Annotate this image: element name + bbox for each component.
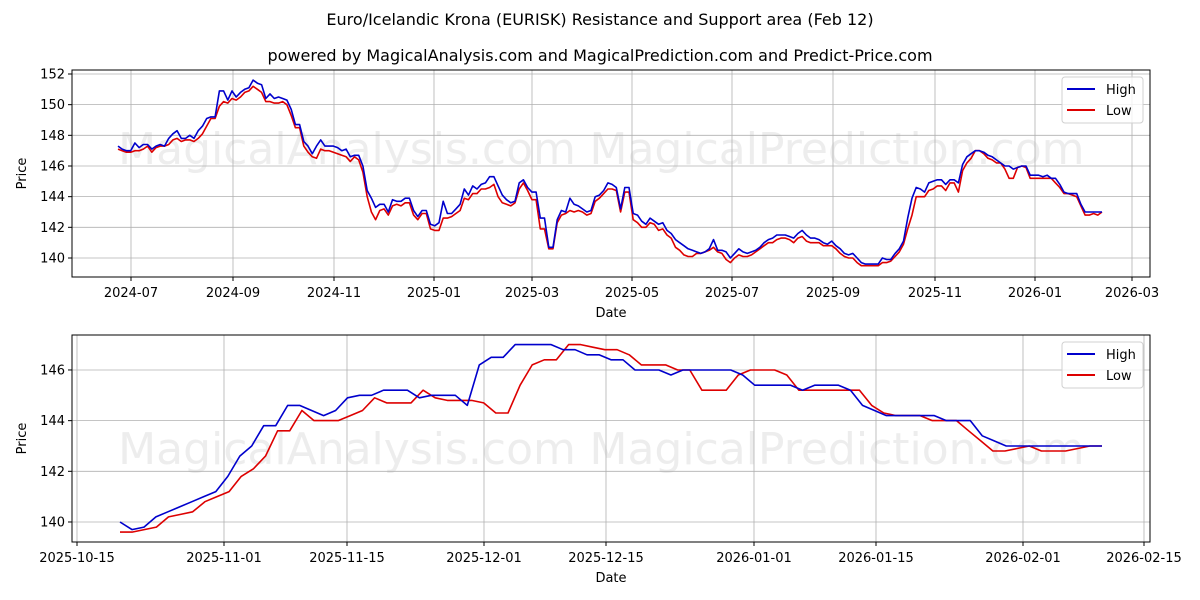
x-tick-label: 2025-11-15 — [309, 551, 385, 566]
legend-label-high: High — [1106, 83, 1136, 98]
y-tick-label: 140 — [40, 251, 65, 266]
y-tick-label: 144 — [40, 190, 65, 205]
x-tick-label: 2025-01 — [407, 286, 461, 301]
x-tick-label: 2025-11-01 — [186, 551, 262, 566]
series-line-high — [117, 79, 1102, 265]
x-tick-label: 2026-01-01 — [716, 551, 792, 566]
y-tick-label: 146 — [40, 363, 65, 378]
y-tick-label: 152 — [40, 67, 65, 82]
x-tick-label: 2024-07 — [104, 286, 158, 301]
legend-label-low: Low — [1106, 369, 1132, 384]
y-axis-label: Price — [15, 423, 30, 455]
watermark-text: MagicalPrediction.com — [590, 424, 1085, 475]
grid — [72, 70, 1150, 277]
x-tick-label: 2024-11 — [307, 286, 361, 301]
watermark-text: MagicalPrediction.com — [590, 124, 1085, 175]
x-tick-label: 2026-01 — [1008, 286, 1062, 301]
x-tick-label: 2025-10-15 — [39, 551, 115, 566]
y-tick-label: 146 — [40, 159, 65, 174]
series-line-low — [120, 343, 1102, 533]
legend-label-low: Low — [1106, 104, 1132, 119]
x-axis: 2024-07 2024-09 2024-11 2025-01 2025-03 2025-… — [104, 277, 1159, 321]
y-tick-label: 148 — [40, 129, 65, 144]
series-line-low — [117, 85, 1103, 267]
y-tick-label: 150 — [40, 98, 65, 113]
axes-frame — [71, 69, 1151, 278]
x-tick-label: 2025-03 — [505, 286, 559, 301]
legend-label-high: High — [1106, 348, 1136, 363]
axes-frame — [71, 334, 1151, 543]
y-tick-label: 144 — [40, 414, 65, 429]
chart-subtitle: powered by MagicalAnalysis.com and Magic… — [267, 46, 933, 65]
legend: High Low — [1061, 76, 1144, 124]
x-tick-label: 2025-05 — [605, 286, 659, 301]
x-tick-label: 2026-02-15 — [1106, 551, 1182, 566]
x-axis-label: Date — [595, 306, 626, 321]
chart-title: Euro/Icelandic Krona (EURISK) Resistance… — [326, 10, 874, 29]
legend: High Low — [1061, 341, 1144, 389]
x-tick-label: 2025-09 — [806, 286, 860, 301]
y-axis: 140 142 144 146 148 150 152 Price — [15, 67, 72, 266]
y-tick-label: 140 — [40, 515, 65, 530]
x-axis: 2025-10-15 2025-11-01 2025-11-15 2025-12-01… — [39, 542, 1182, 586]
y-tick-label: 142 — [40, 465, 65, 480]
x-tick-label: 2024-09 — [206, 286, 260, 301]
x-tick-label: 2025-11 — [908, 286, 962, 301]
x-tick-label: 2025-07 — [705, 286, 759, 301]
x-tick-label: 2026-03 — [1105, 286, 1159, 301]
y-axis-label: Price — [15, 158, 30, 190]
x-tick-label: 2025-12-15 — [568, 551, 644, 566]
x-axis-label: Date — [595, 571, 626, 586]
x-tick-label: 2026-02-01 — [985, 551, 1061, 566]
x-tick-label: 2026-01-15 — [838, 551, 914, 566]
y-axis: 140 142 144 146 Price — [15, 363, 72, 530]
x-tick-label: 2025-12-01 — [446, 551, 522, 566]
y-tick-label: 142 — [40, 221, 65, 236]
series-line-high — [119, 343, 1102, 531]
watermark-group: MagicalAnalysis.com MagicalPrediction.com — [118, 424, 1084, 475]
watermark-group: MagicalAnalysis.com MagicalPrediction.com — [118, 124, 1084, 175]
